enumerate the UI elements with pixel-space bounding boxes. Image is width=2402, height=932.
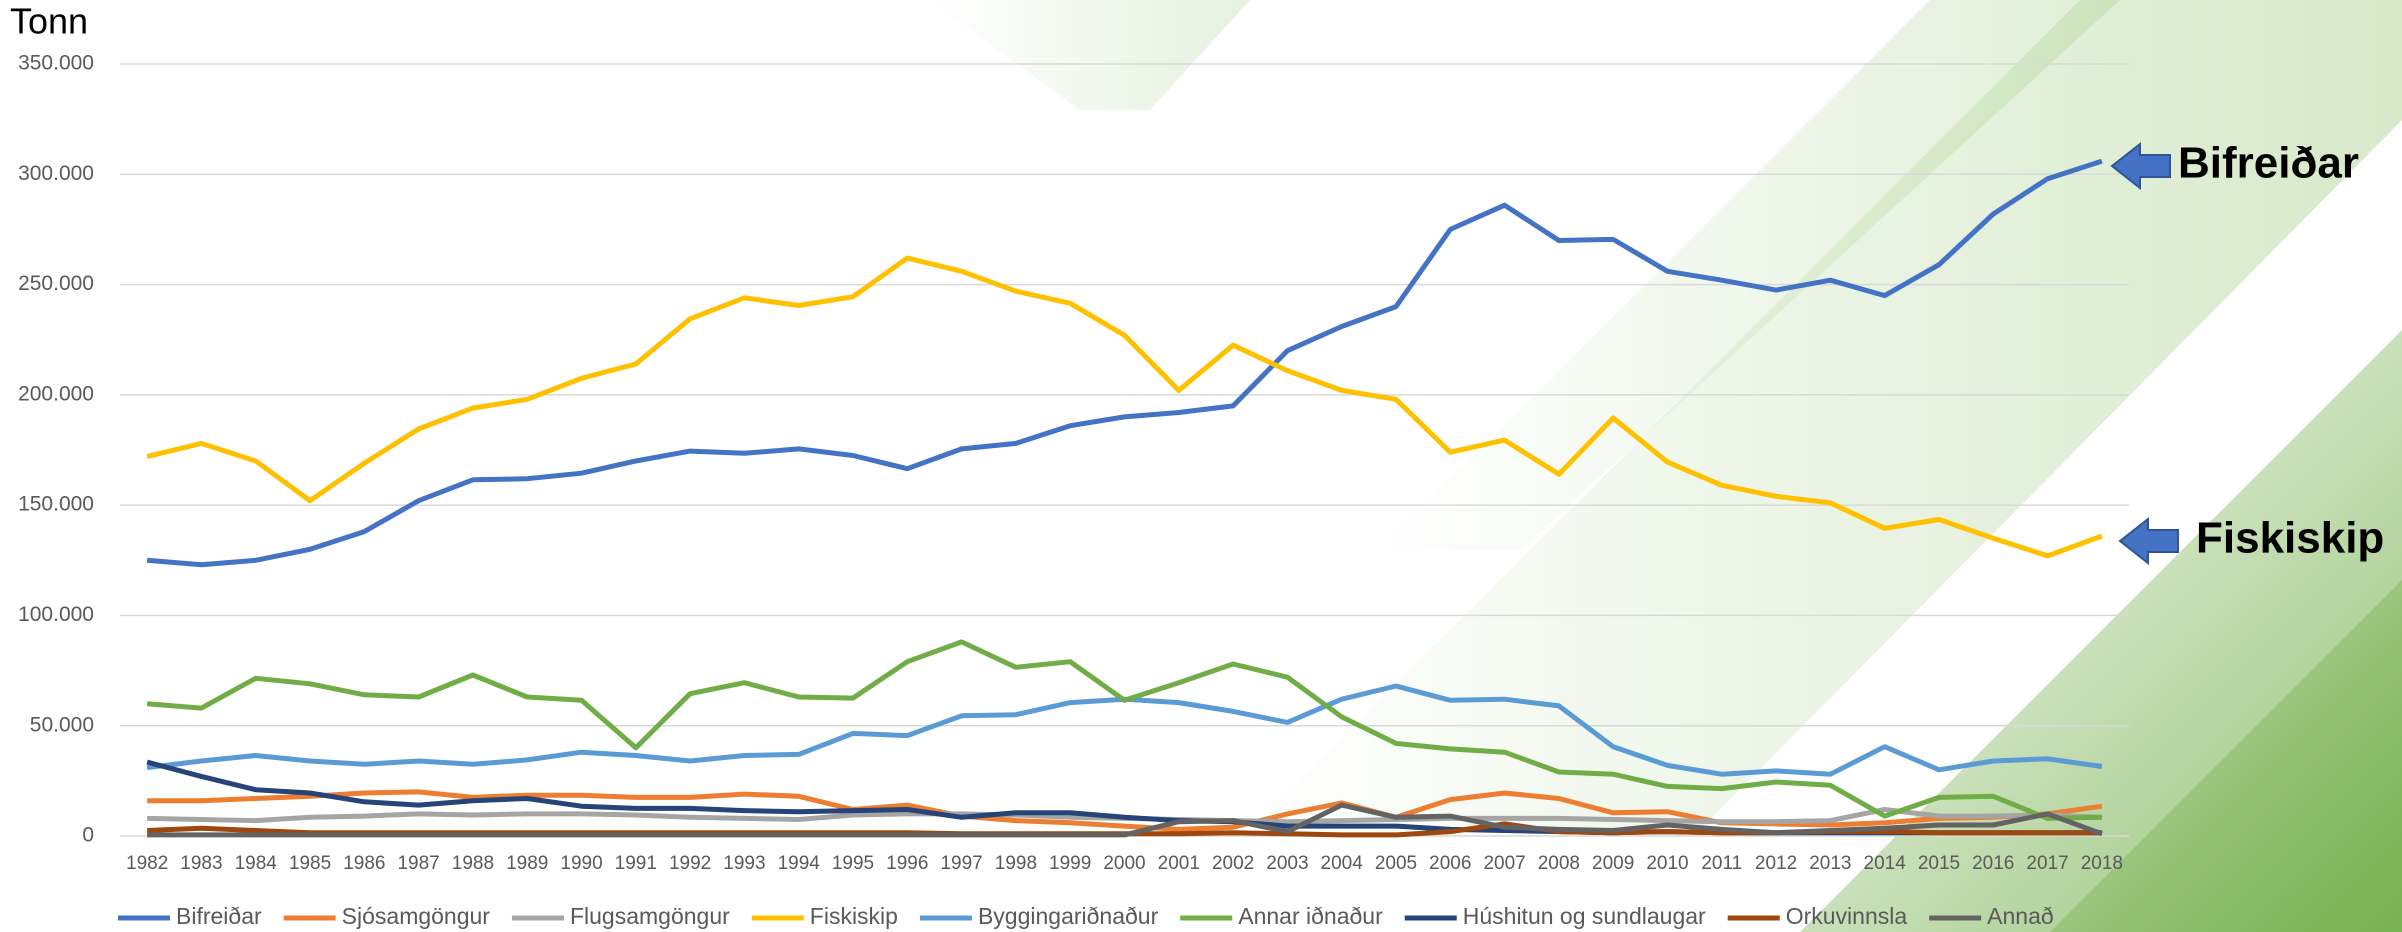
y-tick-label: 250.000 <box>18 272 94 295</box>
legend-label: Orkuvinnsla <box>1786 903 1908 929</box>
y-tick-label: 150.000 <box>18 493 94 516</box>
y-tick-label: 100.000 <box>18 603 94 626</box>
x-tick-label: 1990 <box>560 853 602 874</box>
x-tick-label: 2012 <box>1755 853 1797 874</box>
legend-label: Bifreiðar <box>176 903 262 929</box>
x-tick-label: 2003 <box>1266 853 1308 874</box>
x-tick-label: 2009 <box>1592 853 1634 874</box>
legend-label: Húshitun og sundlaugar <box>1463 903 1706 929</box>
x-tick-label: 2014 <box>1864 853 1907 874</box>
annotation: Bifreiðar <box>2178 139 2359 188</box>
series-line <box>147 792 2102 830</box>
x-tick-label: 2005 <box>1375 853 1417 874</box>
x-tick-label: 2016 <box>1972 853 2014 874</box>
x-tick-label: 1983 <box>180 853 222 874</box>
legend-label: Annað <box>1987 903 2054 929</box>
y-axis-title: Tonn <box>10 1 88 42</box>
x-tick-label: 2000 <box>1103 853 1145 874</box>
x-tick-label: 1992 <box>669 853 711 874</box>
x-tick-label: 1986 <box>343 853 385 874</box>
x-tick-label: 1987 <box>397 853 439 874</box>
legend-label: Sjósamgöngur <box>342 903 491 929</box>
x-tick-label: 1993 <box>723 853 765 874</box>
chart: Tonn 0 50.000 100.000 150.000 200.000 250.000… <box>0 0 2402 932</box>
x-tick-label: 1994 <box>778 853 821 874</box>
x-tick-label: 1997 <box>940 853 982 874</box>
legend-label: Byggingariðnaður <box>978 903 1159 929</box>
x-tick-label: 1984 <box>235 853 278 874</box>
x-tick-label: 1995 <box>832 853 874 874</box>
x-tick-label: 2002 <box>1212 853 1254 874</box>
x-tick-label: 2010 <box>1646 853 1688 874</box>
legend-label: Flugsamgöngur <box>570 903 730 929</box>
y-tick-label: 50.000 <box>30 713 94 736</box>
x-tick-label: 1999 <box>1049 853 1091 874</box>
y-tick-label: 300.000 <box>18 162 94 185</box>
legend-label: Fiskiskip <box>810 903 898 929</box>
x-tick-label: 1998 <box>995 853 1037 874</box>
x-tick-label: 1988 <box>452 853 494 874</box>
x-tick-label: 2001 <box>1158 853 1200 874</box>
x-tick-label: 1989 <box>506 853 548 874</box>
x-tick-label: 2017 <box>2026 853 2068 874</box>
x-tick-label: 2006 <box>1429 853 1471 874</box>
x-tick-label: 2008 <box>1538 853 1580 874</box>
x-tick-label: 2007 <box>1483 853 1525 874</box>
legend-label: Annar iðnaður <box>1238 903 1383 929</box>
x-tick-label: 2013 <box>1809 853 1851 874</box>
y-tick-label: 350.000 <box>18 52 94 75</box>
annotation: Fiskiskip <box>2196 514 2384 563</box>
x-tick-label: 2004 <box>1321 853 1364 874</box>
x-tick-label: 2015 <box>1918 853 1960 874</box>
y-tick-label: 0 <box>82 824 94 847</box>
x-tick-label: 1991 <box>615 853 657 874</box>
x-tick-label: 1985 <box>289 853 331 874</box>
x-tick-label: 1996 <box>886 853 928 874</box>
x-tick-label: 1982 <box>126 853 168 874</box>
annotation-arrow <box>2120 519 2178 563</box>
y-tick-label: 200.000 <box>18 382 94 405</box>
x-tick-label: 2018 <box>2081 853 2123 874</box>
x-tick-label: 2011 <box>1701 853 1742 874</box>
